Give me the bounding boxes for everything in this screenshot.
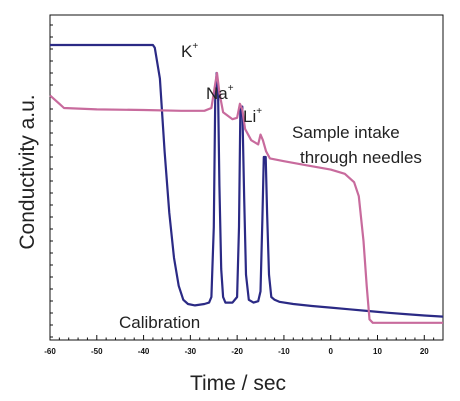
annotation-na-sup: + xyxy=(228,83,234,94)
annotation-k-base: K xyxy=(181,42,193,61)
x-tick-label: -40 xyxy=(138,347,150,356)
y-axis-label: Conductivity a.u. xyxy=(16,94,39,249)
annotation-k-sup: + xyxy=(192,41,198,52)
annotation-li-ion: Li+ xyxy=(243,106,262,126)
annotation-through-needles: through needles xyxy=(300,148,422,167)
axes: -60 -50 -40 -30 -20 -10 0 10 20 xyxy=(44,14,444,356)
annotation-na-base: Na xyxy=(206,84,228,103)
series-line-2 xyxy=(49,71,443,324)
plot-frame xyxy=(49,14,444,341)
annotation-li-sup: + xyxy=(256,106,262,117)
x-tick-label: -60 xyxy=(44,347,56,356)
x-tick-label: 10 xyxy=(373,347,382,356)
x-tick-label: 0 xyxy=(328,347,333,356)
annotation-li-base: Li xyxy=(243,107,256,126)
annotation-calibration: Calibration xyxy=(119,313,200,332)
annotation-na-ion: Na+ xyxy=(206,83,234,103)
series-group xyxy=(49,43,444,324)
x-tick-label: -20 xyxy=(231,347,243,356)
series-line-1 xyxy=(50,43,444,318)
x-tick-label: -50 xyxy=(91,347,103,356)
annotation-k-ion: K+ xyxy=(181,41,198,61)
x-tick-label: 20 xyxy=(420,347,429,356)
annotation-sample-intake: Sample intake xyxy=(292,123,400,142)
x-tick-label: -30 xyxy=(185,347,197,356)
x-tick-label: -10 xyxy=(278,347,290,356)
x-axis-label: Time / sec xyxy=(190,372,286,395)
